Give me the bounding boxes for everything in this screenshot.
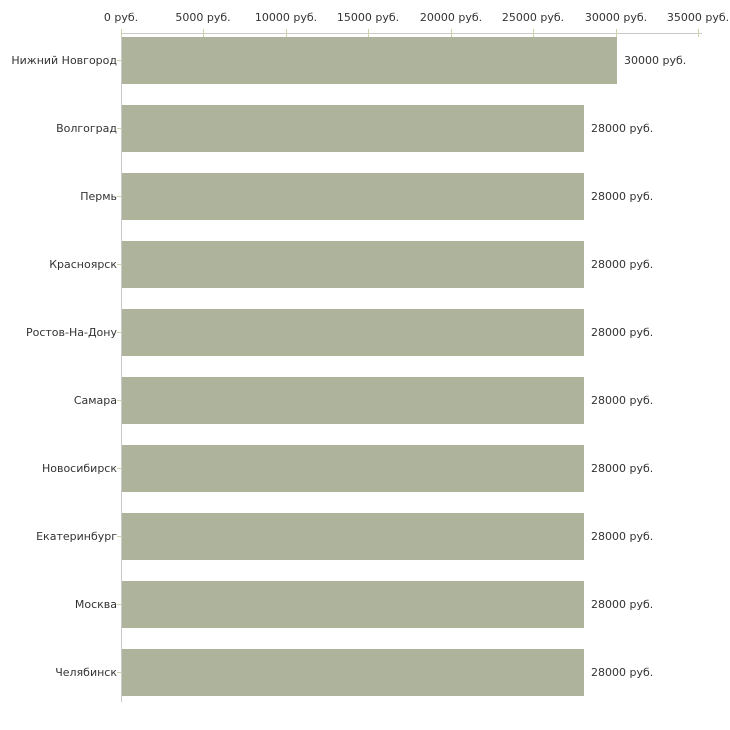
bar-category-label: Нижний Новгород <box>11 54 117 67</box>
bar-value-label: 28000 руб. <box>591 462 654 475</box>
bar <box>122 309 584 356</box>
bar-value-label: 30000 руб. <box>624 54 687 67</box>
bar <box>122 105 584 152</box>
x-tick-mark <box>121 29 122 37</box>
x-tick-label: 15000 руб. <box>336 11 400 24</box>
bar-value-label: 28000 руб. <box>591 530 654 543</box>
bar-category-label: Москва <box>74 598 117 611</box>
bar-category-label: Челябинск <box>55 666 117 679</box>
bar-value-label: 28000 руб. <box>591 394 654 407</box>
bar <box>122 241 584 288</box>
bar-value-label: 28000 руб. <box>591 326 654 339</box>
x-tick-label: 5000 руб. <box>175 11 231 24</box>
bar-value-label: 28000 руб. <box>591 598 654 611</box>
bar-value-label: 28000 руб. <box>591 190 654 203</box>
y-axis-line <box>121 33 122 702</box>
x-tick-label: 20000 руб. <box>419 11 483 24</box>
y-tick-mark <box>117 468 121 469</box>
y-tick-mark <box>117 196 121 197</box>
bar-category-label: Ростов-На-Дону <box>25 326 117 339</box>
x-tick-mark <box>451 29 452 37</box>
y-tick-mark <box>117 60 121 61</box>
x-tick-label: 25000 руб. <box>501 11 565 24</box>
bar <box>122 513 584 560</box>
bar-category-label: Пермь <box>80 190 117 203</box>
x-tick-label: 10000 руб. <box>254 11 318 24</box>
x-tick-mark <box>368 29 369 37</box>
bar <box>122 37 617 84</box>
x-tick-mark <box>286 29 287 37</box>
bar <box>122 581 584 628</box>
y-tick-mark <box>117 264 121 265</box>
x-tick-label: 30000 руб. <box>584 11 648 24</box>
bar-category-label: Новосибирск <box>41 462 117 475</box>
bar <box>122 377 584 424</box>
x-tick-label: 35000 руб. <box>666 11 730 24</box>
bar <box>122 649 584 696</box>
y-tick-mark <box>117 128 121 129</box>
bar-category-label: Екатеринбург <box>36 530 117 543</box>
y-tick-mark <box>117 400 121 401</box>
y-tick-mark <box>117 604 121 605</box>
x-tick-mark <box>533 29 534 37</box>
y-tick-mark <box>117 332 121 333</box>
bar-value-label: 28000 руб. <box>591 666 654 679</box>
y-tick-mark <box>117 536 121 537</box>
bar <box>122 173 584 220</box>
x-tick-mark <box>203 29 204 37</box>
bar-category-label: Красноярск <box>49 258 117 271</box>
bar-category-label: Волгоград <box>56 122 117 135</box>
x-tick-label: 0 руб. <box>103 11 139 24</box>
x-tick-mark <box>698 29 699 37</box>
y-tick-mark <box>117 672 121 673</box>
bar-value-label: 28000 руб. <box>591 122 654 135</box>
bar-category-label: Самара <box>73 394 117 407</box>
bar-value-label: 28000 руб. <box>591 258 654 271</box>
x-tick-mark <box>616 29 617 37</box>
x-axis-line <box>121 33 702 34</box>
bar <box>122 445 584 492</box>
